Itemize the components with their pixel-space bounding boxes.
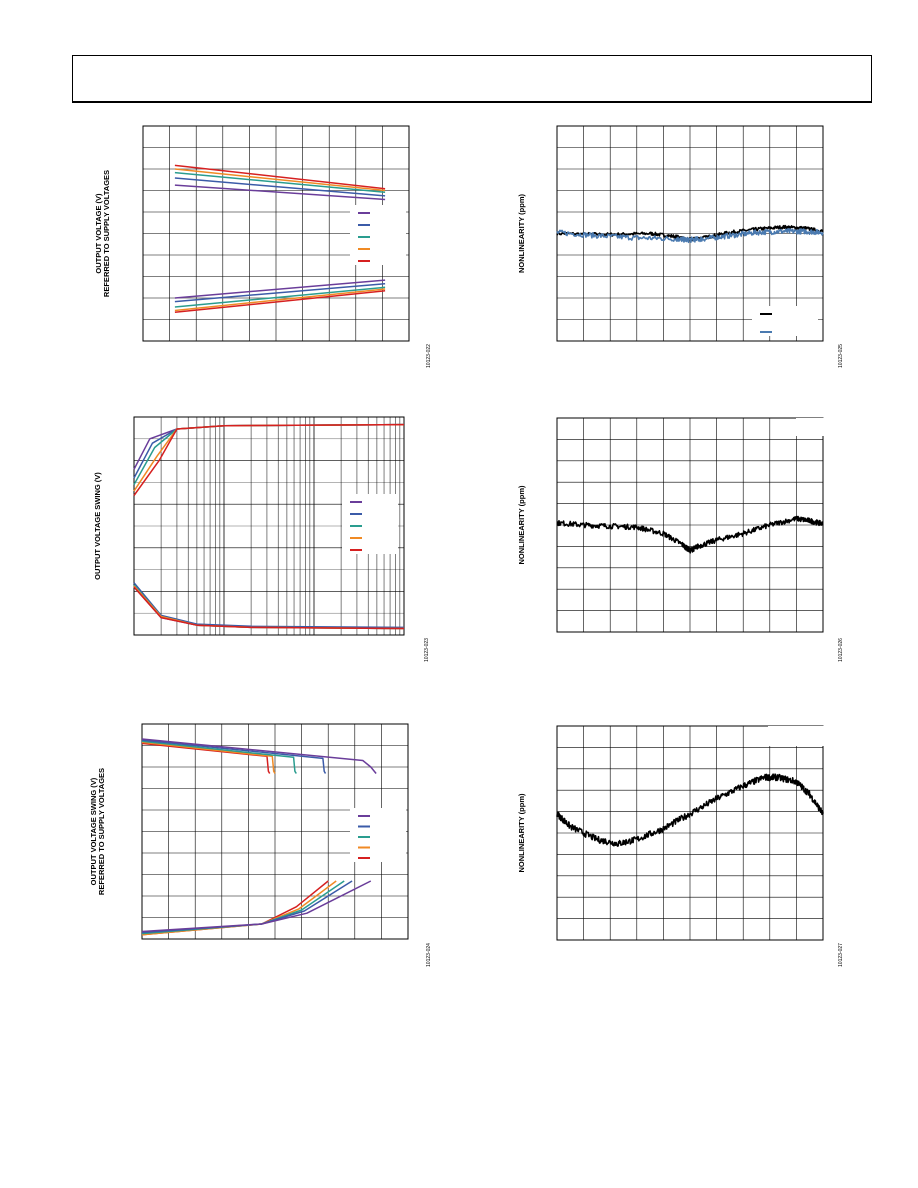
series-line-teal — [174, 286, 386, 308]
y-axis-label: OUTPUT VOLTAGE SWING (V) — [89, 777, 98, 885]
series-line-red — [133, 586, 405, 630]
y-axis-label: NONLINEARITY (ppm) — [517, 793, 526, 873]
figure-id: 10123-022 — [426, 344, 432, 368]
figure-id: 10123-026 — [838, 638, 844, 662]
series-line-purple — [174, 279, 386, 299]
plot-frame — [141, 723, 409, 940]
legend-box — [342, 494, 398, 554]
legend — [350, 205, 406, 265]
legend — [342, 494, 398, 554]
y-axis-label: NONLINEARITY (ppm) — [517, 193, 526, 273]
plot-frame — [133, 416, 405, 636]
figure-id: 10123-027 — [838, 943, 844, 967]
figure-id: 10123-024 — [426, 943, 432, 967]
legend-box — [350, 205, 406, 265]
y-axis-label: OUTPUT VOLTAGE (V) — [94, 193, 103, 274]
series-line-red — [133, 423, 405, 496]
series-line-blue — [133, 582, 405, 629]
series-line-blue — [174, 282, 386, 303]
figure-id: 10123-025 — [838, 344, 844, 368]
legend — [768, 726, 824, 746]
y-axis-label: REFERRED TO SUPPLY VOLTAGES — [102, 170, 111, 297]
y-axis-label: NONLINEARITY (ppm) — [517, 485, 526, 565]
series-line-blue — [174, 177, 386, 197]
legend-box — [796, 418, 826, 436]
y-axis-label: OUTPUT VOLTAGE SWING (V) — [93, 472, 102, 580]
series-line-teal — [174, 171, 386, 194]
series-line-red — [174, 164, 386, 190]
series-line-teal — [141, 740, 297, 774]
series-line-black — [556, 515, 824, 554]
series-line-purple — [141, 880, 372, 933]
grid — [557, 726, 823, 940]
legend — [796, 418, 826, 436]
series-line-orange — [174, 168, 386, 192]
legend-box — [768, 726, 824, 746]
page-header-box — [72, 55, 872, 103]
series-line-orange — [141, 741, 276, 774]
series-line-purple — [141, 738, 377, 774]
y-axis-label: REFERRED TO SUPPLY VOLTAGES — [97, 768, 106, 895]
plot-frame — [142, 125, 410, 342]
series-line-purple — [174, 184, 386, 201]
figure-id: 10123-023 — [424, 638, 430, 662]
series-line-steel_blue — [556, 228, 824, 244]
plot-frame — [556, 725, 824, 941]
series-line-red — [174, 290, 386, 314]
series-line-blue — [141, 739, 327, 774]
series-line-black — [556, 773, 824, 847]
series-line-red — [141, 742, 271, 774]
series-line-orange — [174, 288, 386, 312]
